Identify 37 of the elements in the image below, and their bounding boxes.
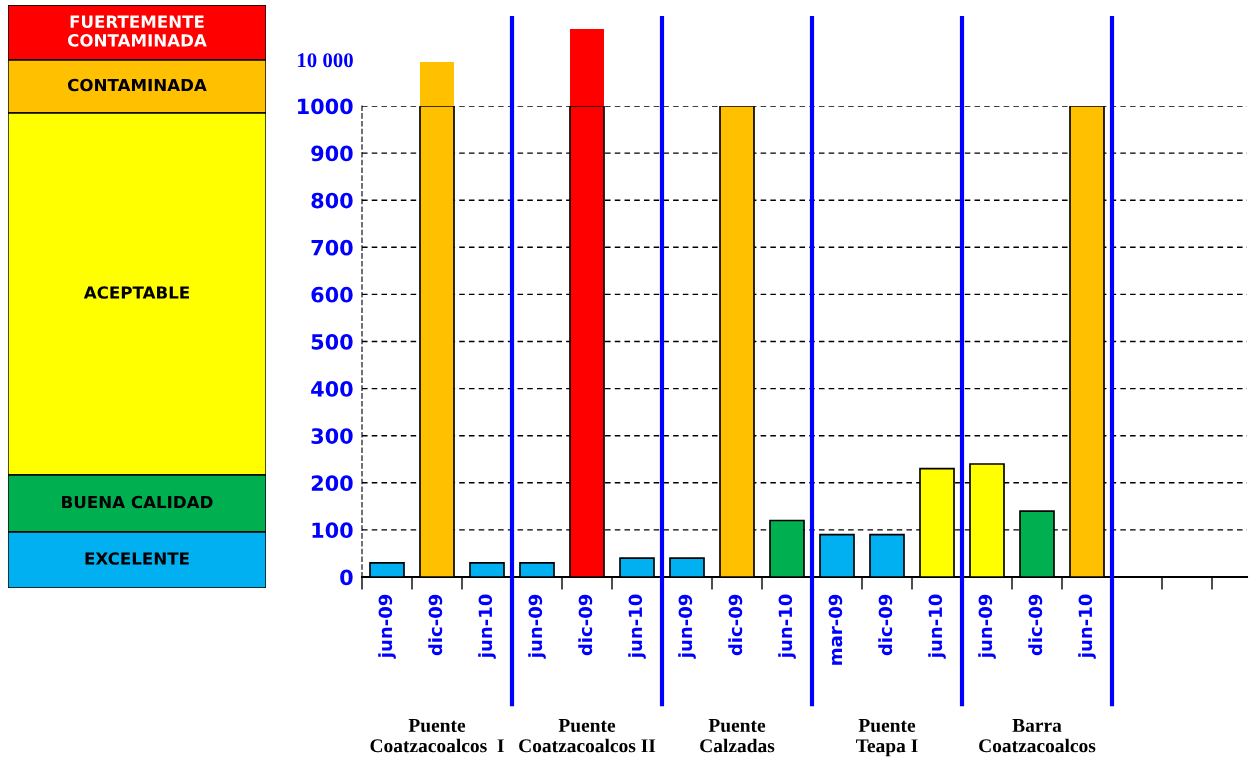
text: Puente Calzadas: [700, 719, 775, 753]
x-tick-label: jun-10: [1078, 594, 1096, 659]
text: 10 000: [298, 53, 353, 68]
text: BUENA CALIDAD: [62, 495, 213, 509]
x-tick-label: dic-09: [728, 594, 743, 656]
text: Puente Coatzacoalcos I: [370, 719, 504, 753]
y-tick-label: 300: [311, 428, 353, 444]
y-tick-label: 400: [311, 381, 353, 397]
text: Barra Coatzacoalcos: [979, 719, 1096, 753]
x-tick-label: dic-09: [1028, 594, 1043, 656]
x-tick-label: jun-10: [778, 594, 796, 659]
y-tick-label: 1000: [298, 98, 353, 115]
text: CONTAMINADA: [67, 78, 207, 92]
x-tick-label: jun-09: [378, 594, 396, 659]
y-tick-label: 800: [311, 192, 353, 209]
x-tick-label: dic-09: [878, 594, 893, 656]
x-tick-label: jun-09: [978, 594, 996, 659]
y-tick-label: 500: [311, 333, 353, 350]
x-tick-label: mar-09: [828, 594, 843, 665]
x-tick-label: jun-10: [478, 594, 496, 659]
x-tick-label: dic-09: [428, 594, 443, 656]
y-tick-label: 600: [311, 286, 353, 303]
x-tick-label: jun-09: [678, 594, 696, 659]
text: Puente Teapa I: [856, 719, 918, 757]
text: FUERTEMENTE CONTAMINADA: [67, 15, 207, 47]
y-tick-label: 100: [312, 522, 353, 539]
y-tick-label: 200: [311, 475, 353, 492]
text: ACEPTABLE: [83, 286, 189, 299]
y-tick-label: 700: [311, 239, 353, 256]
x-tick-label: jun-09: [528, 594, 546, 659]
x-tick-label: dic-09: [578, 594, 593, 656]
text: Puente Coatzacoalcos II: [519, 719, 656, 753]
y-tick-label: 0: [340, 569, 353, 586]
x-tick-label: jun-10: [928, 594, 946, 659]
x-tick-label: jun-10: [628, 594, 646, 659]
text: EXCELENTE: [85, 552, 189, 565]
y-tick-label: 900: [311, 145, 353, 162]
